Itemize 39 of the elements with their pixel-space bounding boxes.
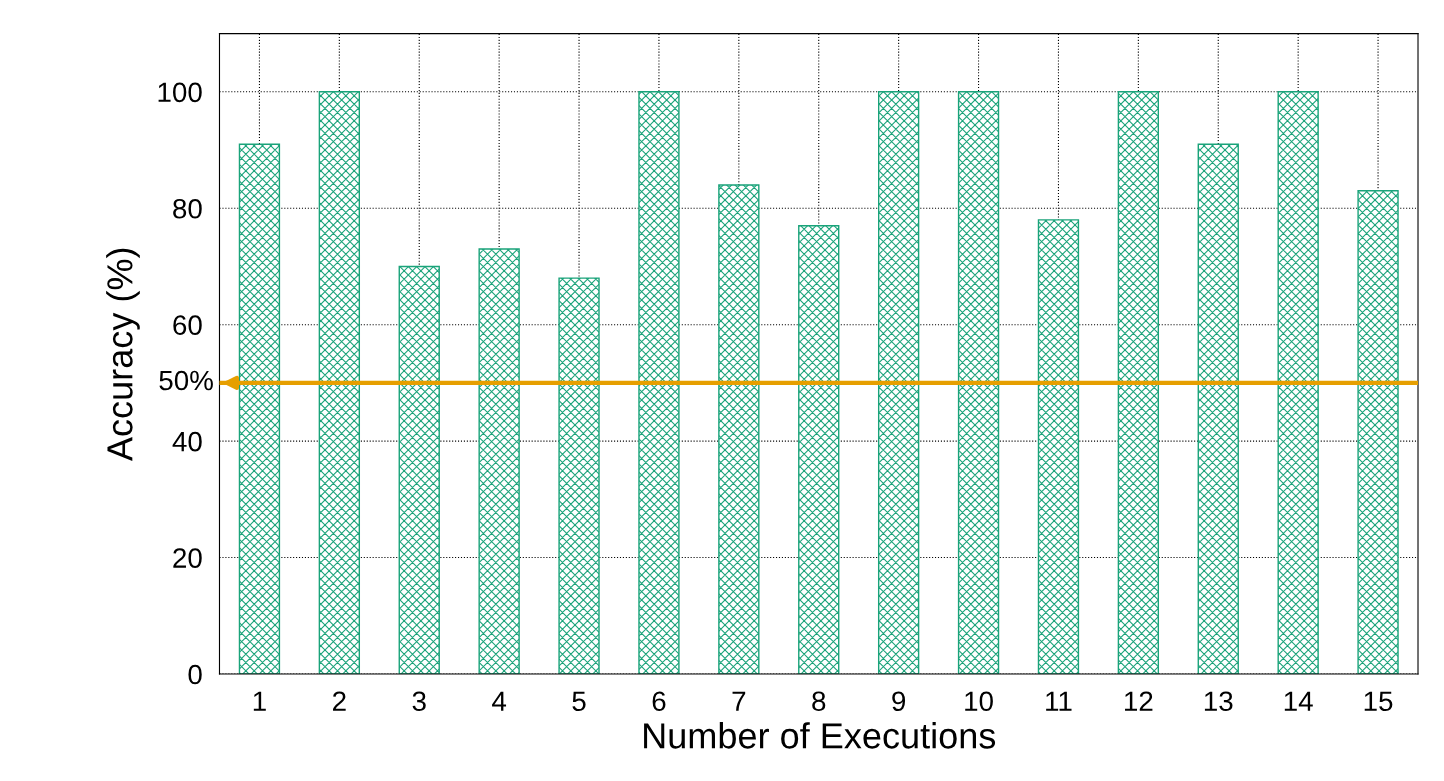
bar (1117, 91, 1160, 674)
x-tick-label: 9 (892, 691, 906, 712)
bar (398, 265, 440, 674)
y-tick-label: 60 (173, 315, 202, 336)
bar (877, 91, 920, 674)
x-tick-label: 3 (412, 691, 426, 712)
x-axis-title: Number of Executions (644, 722, 996, 749)
x-tick-label: 10 (965, 691, 993, 712)
bar (718, 184, 760, 674)
y-axis-title: Accuracy (%) (106, 248, 140, 462)
x-tick-label: 4 (492, 691, 507, 711)
bar (238, 143, 281, 674)
x-tick-label: 15 (1364, 691, 1393, 712)
bar (558, 277, 600, 674)
x-tick-label: 14 (1284, 691, 1313, 711)
x-tick-label: 6 (652, 691, 666, 712)
x-tick-label: 1 (253, 691, 266, 711)
x-tick-label: 11 (1046, 691, 1072, 711)
x-tick-label: 2 (333, 691, 346, 711)
bar (798, 225, 840, 674)
x-tick-label: 12 (1125, 691, 1153, 711)
ref-line-label: 50% (159, 370, 213, 391)
bar (318, 91, 361, 674)
bar (1277, 91, 1319, 674)
x-tick-label: 5 (572, 691, 586, 712)
bar (1037, 219, 1080, 674)
y-tick-label: 80 (173, 198, 202, 219)
x-tick-label: 8 (812, 691, 826, 712)
x-tick-label: 7 (732, 691, 746, 711)
y-tick-label: 40 (172, 431, 202, 452)
bar (957, 91, 1000, 674)
y-tick-label: 20 (173, 548, 202, 568)
bar (638, 91, 680, 674)
bar (1357, 190, 1399, 674)
bar (478, 248, 520, 674)
bar (1197, 143, 1239, 674)
y-tick-label: 0 (188, 664, 202, 685)
y-tick-label: 100 (158, 82, 202, 103)
x-tick-label: 13 (1204, 691, 1233, 712)
